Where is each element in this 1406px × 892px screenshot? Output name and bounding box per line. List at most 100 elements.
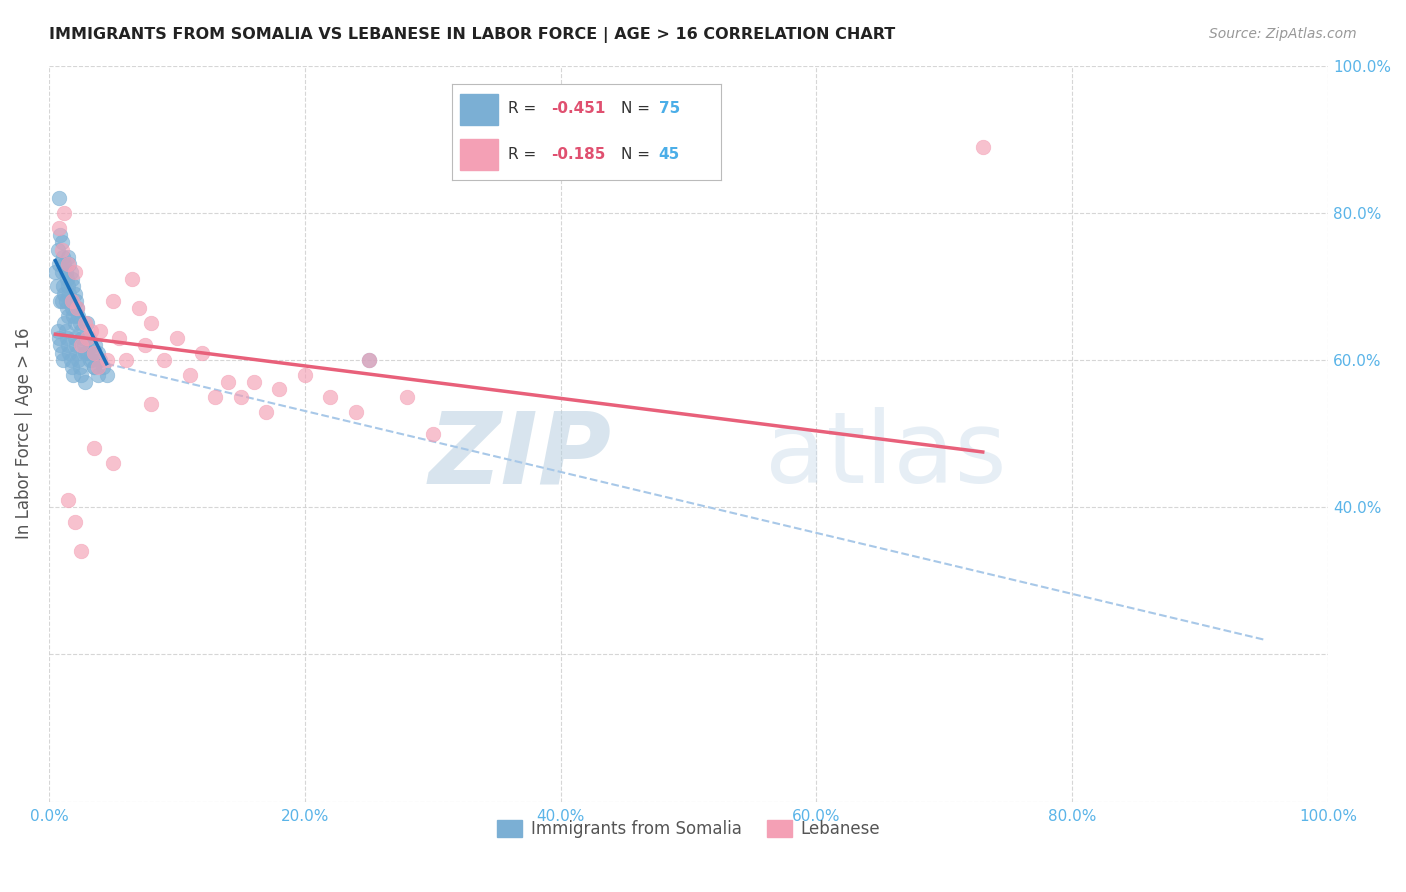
Point xyxy=(972,139,994,153)
Point xyxy=(77,331,100,345)
Point xyxy=(58,257,80,271)
Point xyxy=(70,368,93,382)
Text: Source: ZipAtlas.com: Source: ZipAtlas.com xyxy=(1209,27,1357,41)
Point xyxy=(254,404,277,418)
Point xyxy=(56,250,79,264)
Point xyxy=(65,338,87,352)
Point xyxy=(62,279,84,293)
Point xyxy=(114,353,136,368)
Point xyxy=(60,301,83,316)
Point xyxy=(357,353,380,368)
Point xyxy=(67,353,90,368)
Point xyxy=(53,257,76,271)
Point xyxy=(128,301,150,316)
Point xyxy=(51,345,73,359)
Point xyxy=(56,331,79,345)
Text: IMMIGRANTS FROM SOMALIA VS LEBANESE IN LABOR FORCE | AGE > 16 CORRELATION CHART: IMMIGRANTS FROM SOMALIA VS LEBANESE IN L… xyxy=(49,27,896,43)
Point xyxy=(344,404,367,418)
Point xyxy=(84,338,107,352)
Point xyxy=(46,324,69,338)
Point xyxy=(83,442,105,456)
Point xyxy=(73,316,96,330)
Point xyxy=(69,316,91,330)
Point xyxy=(56,338,79,352)
Point xyxy=(89,353,111,368)
Point xyxy=(80,345,103,359)
Point xyxy=(49,227,72,242)
Point xyxy=(44,265,66,279)
Point xyxy=(46,243,69,257)
Point xyxy=(52,279,75,293)
Point xyxy=(83,345,105,359)
Point xyxy=(319,390,342,404)
Point xyxy=(62,309,84,323)
Point xyxy=(70,544,93,558)
Point xyxy=(56,279,79,293)
Point xyxy=(80,324,103,338)
Y-axis label: In Labor Force | Age > 16: In Labor Force | Age > 16 xyxy=(15,328,32,540)
Point xyxy=(96,353,118,368)
Point xyxy=(66,301,89,316)
Point xyxy=(66,345,89,359)
Point xyxy=(63,286,86,301)
Point xyxy=(72,338,94,352)
Point xyxy=(51,235,73,250)
Point xyxy=(53,286,76,301)
Point xyxy=(52,353,75,368)
Point xyxy=(229,390,252,404)
Point xyxy=(55,294,77,309)
Point xyxy=(83,360,105,375)
Point xyxy=(53,316,76,330)
Point xyxy=(141,397,163,411)
Point xyxy=(79,353,101,368)
Text: ZIP: ZIP xyxy=(429,407,612,504)
Point xyxy=(204,390,226,404)
Point xyxy=(56,492,79,507)
Point xyxy=(86,368,108,382)
Point xyxy=(89,324,111,338)
Point xyxy=(58,345,80,359)
Point xyxy=(49,338,72,352)
Point xyxy=(82,353,104,368)
Point xyxy=(86,345,108,359)
Point xyxy=(63,331,86,345)
Point xyxy=(55,324,77,338)
Point xyxy=(153,353,176,368)
Point xyxy=(48,220,70,235)
Point xyxy=(76,345,98,359)
Point xyxy=(76,331,98,345)
Point xyxy=(91,360,114,375)
Point xyxy=(53,206,76,220)
Point xyxy=(48,331,70,345)
Point xyxy=(422,426,444,441)
Point xyxy=(217,375,239,389)
Point xyxy=(108,331,131,345)
Point xyxy=(141,316,163,330)
Point xyxy=(73,345,96,359)
Point xyxy=(86,360,108,375)
Point xyxy=(242,375,264,389)
Point xyxy=(49,294,72,309)
Point xyxy=(63,265,86,279)
Point xyxy=(55,265,77,279)
Point xyxy=(396,390,419,404)
Point xyxy=(269,383,291,397)
Point xyxy=(45,279,67,293)
Point xyxy=(166,331,188,345)
Point xyxy=(65,294,87,309)
Point xyxy=(60,294,83,309)
Point xyxy=(59,294,82,309)
Point xyxy=(96,368,118,382)
Point xyxy=(48,257,70,271)
Point xyxy=(357,353,380,368)
Point xyxy=(69,360,91,375)
Point xyxy=(51,265,73,279)
Legend: Immigrants from Somalia, Lebanese: Immigrants from Somalia, Lebanese xyxy=(491,814,886,845)
Point xyxy=(79,338,101,352)
Point xyxy=(56,272,79,286)
Point xyxy=(59,265,82,279)
Point xyxy=(66,301,89,316)
Point xyxy=(51,243,73,257)
Point xyxy=(62,368,84,382)
Point xyxy=(60,272,83,286)
